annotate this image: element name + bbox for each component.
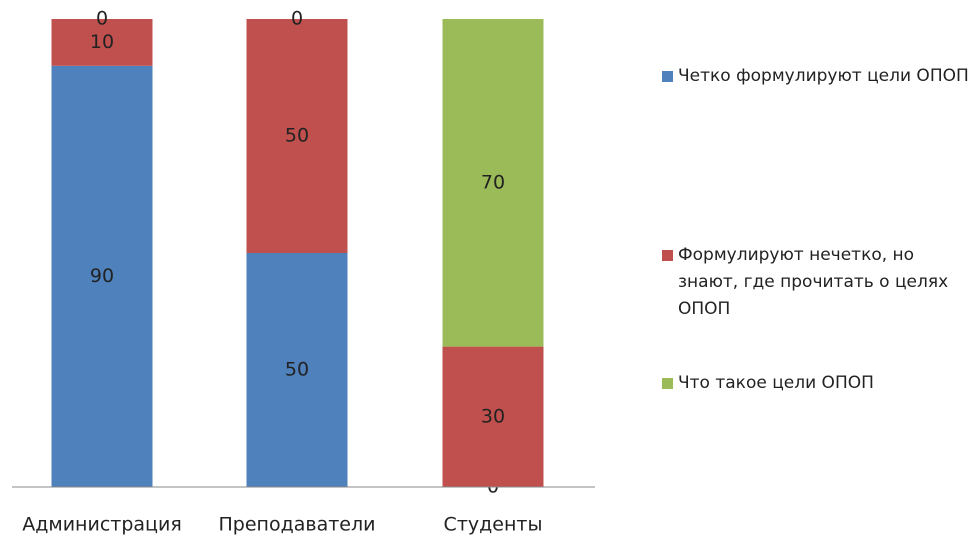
data-label: 50	[285, 125, 309, 147]
data-label: 70	[481, 171, 505, 193]
data-label: 30	[481, 405, 505, 427]
data-label: 10	[90, 31, 114, 53]
legend-label: Четко формулируют цели ОПОП	[678, 66, 969, 86]
x-tick-label: Преподаватели	[219, 514, 376, 536]
legend-label: Что такое цели ОПОП	[678, 373, 874, 393]
data-label: 0	[96, 8, 108, 30]
x-tick-label: Администрация	[22, 514, 182, 536]
legend-entry: Что такое цели ОПОП	[662, 370, 972, 397]
data-label: 0	[291, 8, 303, 30]
legend-entry: Формулируют нечетко, но знают, где прочи…	[662, 242, 972, 323]
data-label: 50	[285, 359, 309, 381]
bar-segment	[246, 19, 348, 253]
bar-segment	[442, 19, 544, 347]
legend-swatch	[662, 378, 673, 389]
legend-swatch	[662, 250, 673, 261]
data-label: 90	[90, 265, 114, 287]
bar-segment	[246, 253, 348, 487]
legend-swatch	[662, 71, 673, 82]
legend-label: Формулируют нечетко, но знают, где прочи…	[678, 245, 949, 319]
x-tick-label: Студенты	[444, 514, 543, 536]
bar-segment	[442, 346, 544, 487]
bar-segment	[51, 65, 153, 488]
legend-entry: Четко формулируют цели ОПОП	[662, 63, 972, 90]
bar-segment	[51, 19, 153, 66]
